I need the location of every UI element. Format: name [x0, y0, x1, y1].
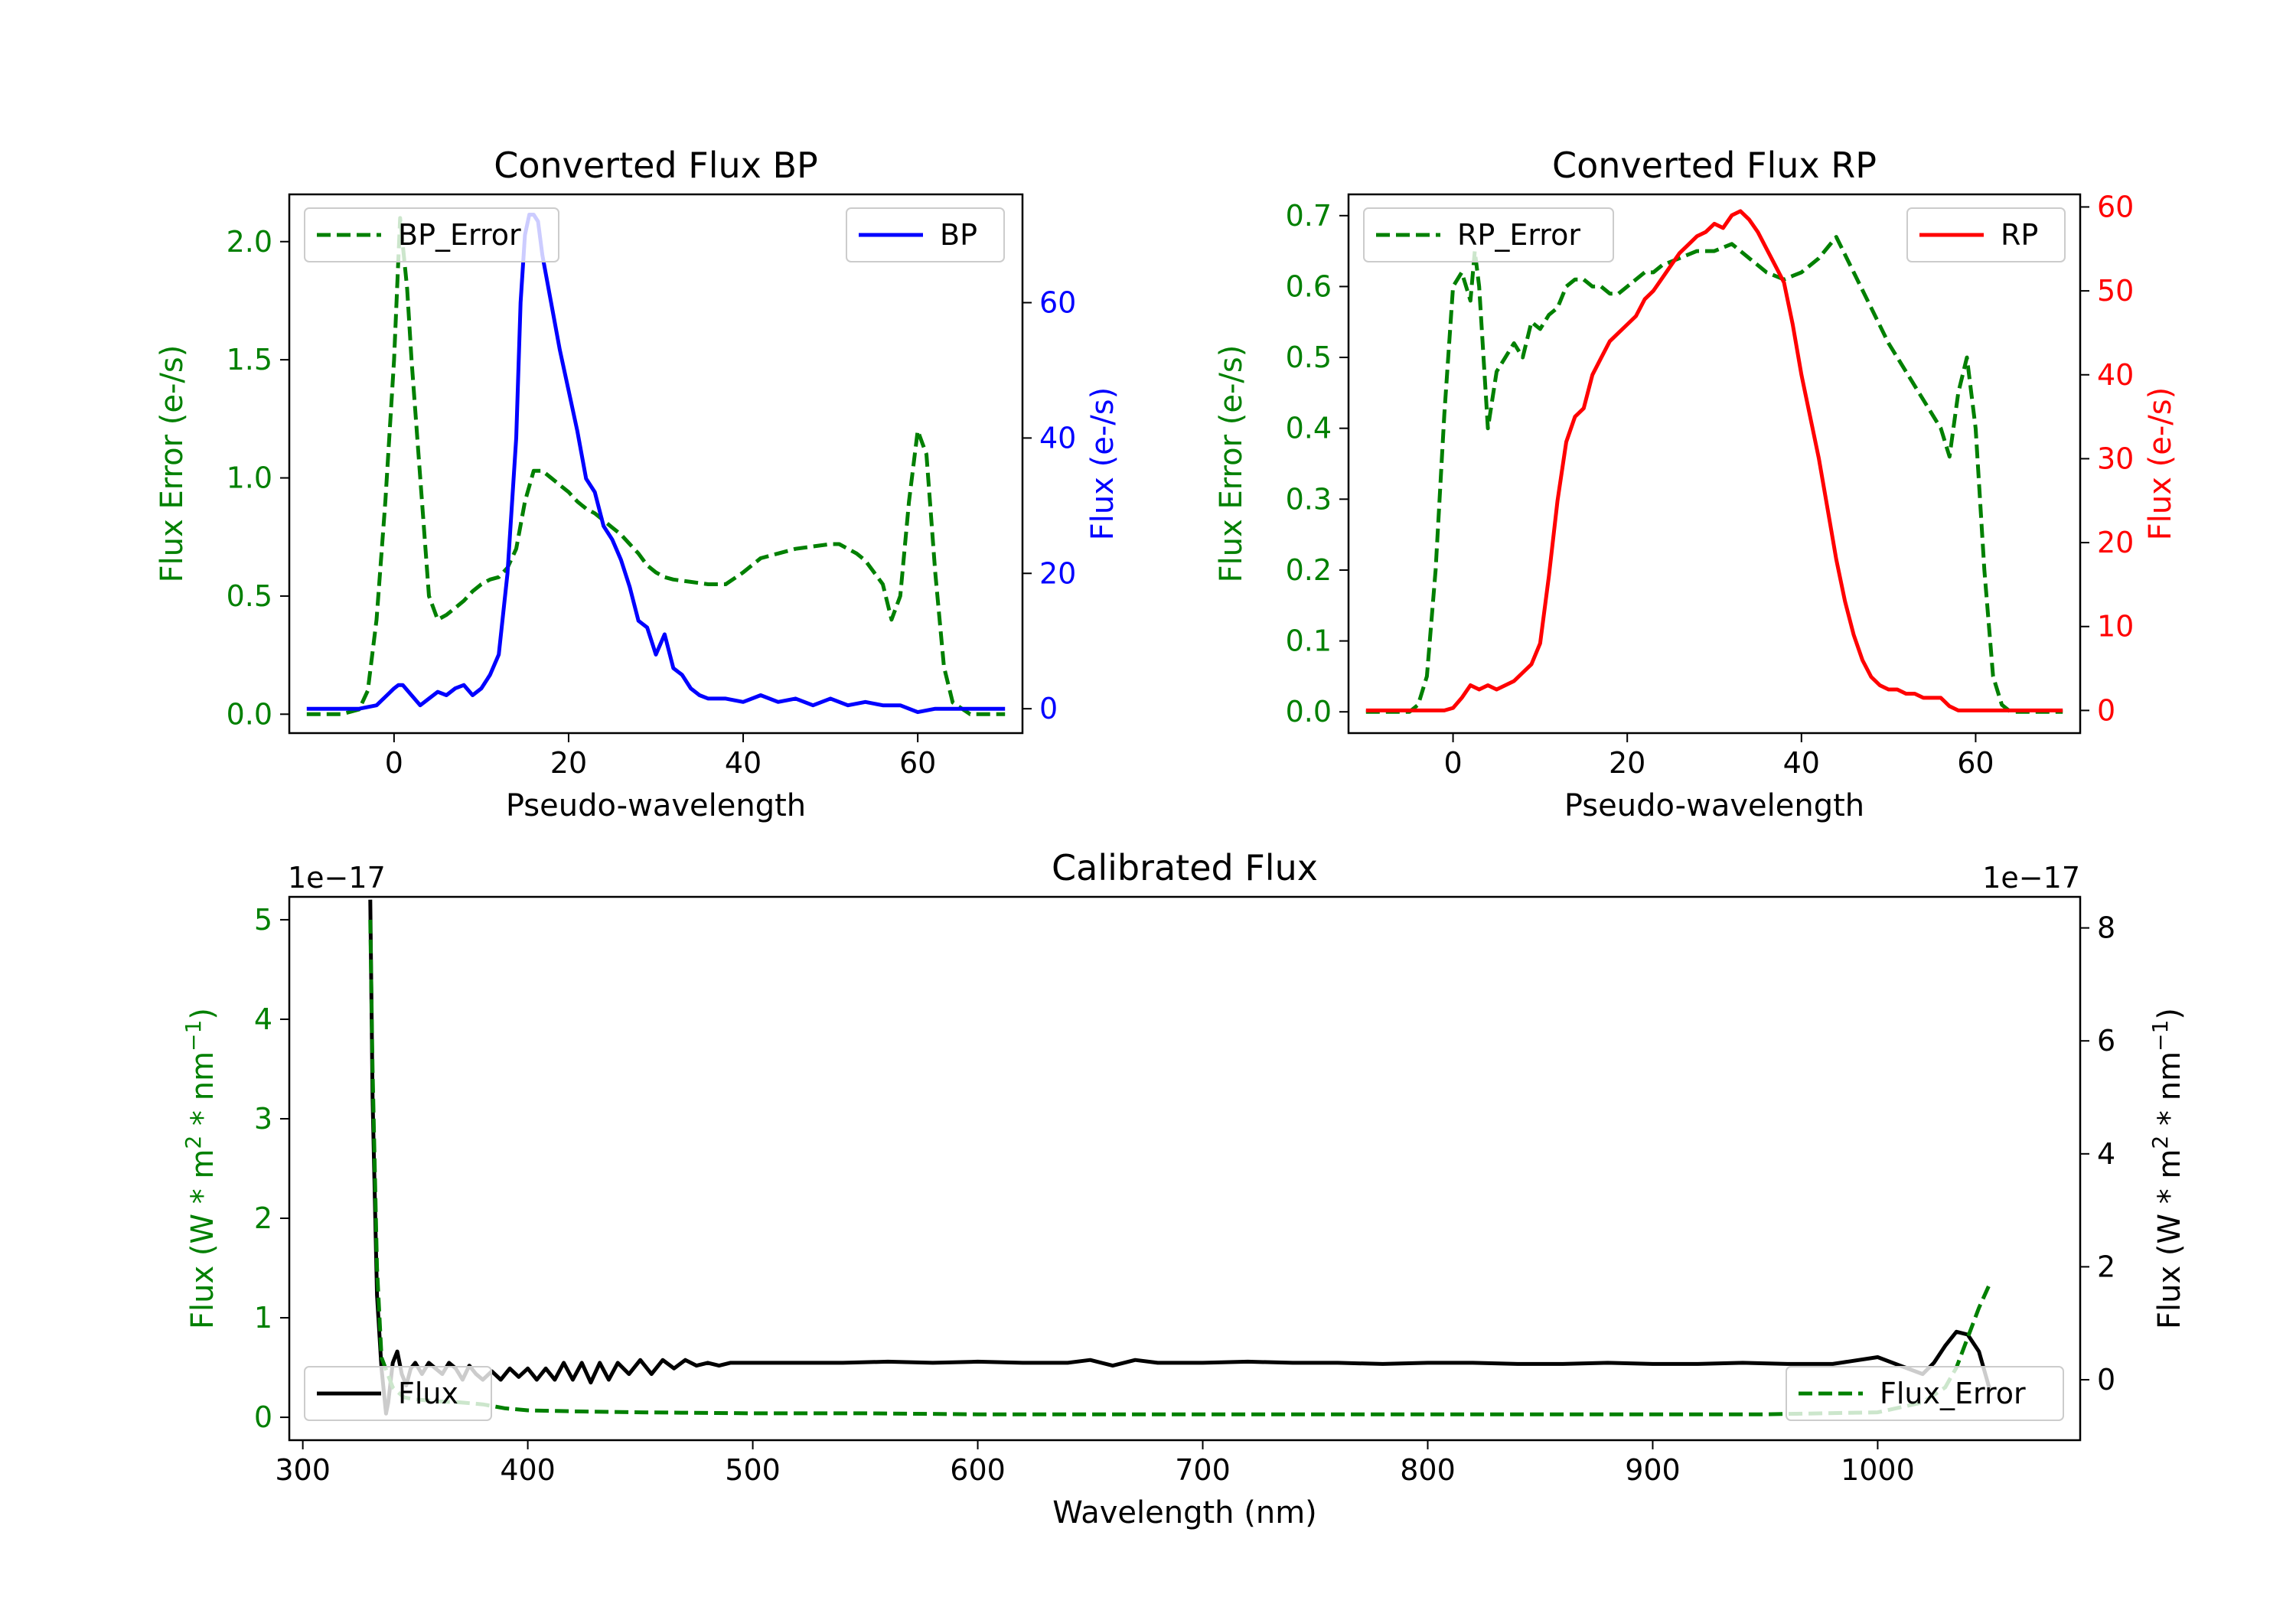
x-tick-label: 400: [500, 1453, 556, 1487]
x-tick-label: 0: [385, 746, 403, 780]
x-tick-label: 20: [550, 746, 587, 780]
x-tick-label: 0: [1443, 746, 1462, 780]
legend-box: [846, 207, 1005, 262]
left-tick-label: 0.0: [227, 697, 272, 731]
x-tick-label: 60: [1957, 746, 1994, 780]
left-tick-label: 0.5: [227, 579, 272, 613]
left-tick-label: 3: [254, 1102, 272, 1136]
right-tick-label: 0: [1039, 692, 1058, 725]
legend-box: [304, 207, 559, 262]
right-tick-label: 20: [2097, 526, 2134, 559]
legend-label: RP: [2001, 218, 2038, 252]
axis-label-part: * nm: [185, 1051, 220, 1136]
x-tick-label: 900: [1625, 1453, 1681, 1487]
x-tick-label: 1000: [1841, 1453, 1915, 1487]
left-tick-label: 0.2: [1286, 553, 1332, 587]
left-tick-label: 0.0: [1286, 695, 1332, 729]
legend-box: [304, 1366, 492, 1421]
x-tick-label: 40: [725, 746, 762, 780]
left-tick-label: 2: [254, 1201, 272, 1235]
plot-frame: [288, 895, 2082, 1442]
chart-title: Converted Flux BP: [494, 145, 818, 186]
bp-chart: Converted Flux BP 0 20 40 60 Pseudo-wavelengt…: [155, 145, 1120, 823]
left-tick-label: 2.0: [227, 225, 272, 259]
left-tick-label: 0.6: [1286, 269, 1332, 303]
left-tick-label: 0.4: [1286, 412, 1332, 445]
right-axis-label: Flux (W * m2 * nm−1): [2148, 1008, 2188, 1329]
x-tick-label: 800: [1400, 1453, 1456, 1487]
right-tick-label: 4: [2097, 1137, 2115, 1171]
right-tick-label: 40: [2097, 358, 2134, 392]
left-tick-label: 0.7: [1286, 199, 1332, 233]
legend-label: Flux: [398, 1377, 458, 1410]
right-tick-label: 8: [2097, 911, 2115, 945]
right-tick-label: 6: [2097, 1024, 2115, 1058]
series-bp-error-line: [306, 216, 1006, 716]
x-axis-label: Pseudo-wavelength: [1564, 788, 1864, 823]
series-bp-line: [306, 213, 1006, 715]
legend-label: BP: [940, 218, 977, 252]
left-tick-label: 0: [254, 1400, 272, 1434]
left-axis-label: Flux (W * m2 * nm−1): [181, 1008, 221, 1329]
left-axis-label: Flux Error (e-/s): [155, 345, 190, 583]
x-tick-label: 300: [275, 1453, 331, 1487]
axis-label-part: 2: [181, 1136, 206, 1149]
legend-label: BP_Error: [398, 218, 521, 252]
right-tick-label: 10: [2097, 610, 2134, 644]
left-tick-label: 1.5: [227, 343, 272, 376]
x-tick-label: 60: [899, 746, 936, 780]
right-tick-label: 40: [1039, 421, 1076, 455]
left-offset-label: 1e−17: [288, 861, 386, 895]
x-axis-label: Pseudo-wavelength: [506, 788, 806, 823]
rp-chart: Converted Flux RP 0 20 40 60 Pseudo-wavelengt…: [1214, 145, 2178, 823]
left-tick-label: 0.5: [1286, 341, 1332, 374]
axis-label-part: 2: [2148, 1136, 2173, 1149]
right-tick-label: 30: [2097, 442, 2134, 475]
chart-title: Calibrated Flux: [1052, 847, 1318, 888]
left-tick-label: 4: [254, 1002, 272, 1036]
left-tick-label: 1: [254, 1301, 272, 1335]
right-offset-label: 1e−17: [1982, 861, 2080, 895]
x-tick-label: 600: [950, 1453, 1006, 1487]
left-tick-label: 5: [254, 903, 272, 937]
series-rp-error-line: [1365, 235, 2063, 714]
x-tick-label: 700: [1175, 1453, 1231, 1487]
left-tick-label: 0.1: [1286, 624, 1332, 658]
axis-label-part: ): [2152, 1008, 2187, 1020]
left-tick-label: 0.3: [1286, 482, 1332, 516]
plot-frame: [1347, 193, 2082, 735]
axis-label-part: * nm: [2152, 1051, 2187, 1136]
right-tick-label: 60: [1039, 286, 1076, 320]
x-tick-label: 40: [1783, 746, 1820, 780]
legend-label: Flux_Error: [1880, 1377, 2026, 1410]
axis-label-part: −1: [181, 1020, 206, 1051]
plot-frame: [288, 193, 1024, 735]
series-rp-line: [1365, 209, 2063, 712]
legend-box: [1363, 207, 1614, 262]
right-tick-label: 0: [2097, 693, 2115, 727]
axis-label-part: Flux (W * m: [2152, 1149, 2187, 1329]
x-axis-label: Wavelength (nm): [1052, 1495, 1317, 1530]
left-tick-label: 1.0: [227, 461, 272, 495]
legend-box: [1786, 1366, 2064, 1421]
x-tick-label: 20: [1609, 746, 1645, 780]
axis-label-part: −1: [2148, 1020, 2173, 1051]
right-tick-label: 60: [2097, 190, 2134, 223]
right-tick-label: 2: [2097, 1250, 2115, 1283]
axis-label-part: Flux (W * m: [185, 1149, 220, 1329]
right-axis-label: Flux (e-/s): [1085, 387, 1120, 540]
right-axis-label: Flux (e-/s): [2143, 387, 2178, 540]
legend-box: [1906, 207, 2066, 262]
chart-title: Converted Flux RP: [1552, 145, 1877, 186]
right-tick-label: 0: [2097, 1363, 2115, 1397]
right-tick-label: 50: [2097, 274, 2134, 308]
axis-label-part: ): [185, 1008, 220, 1020]
x-tick-label: 500: [725, 1453, 781, 1487]
left-axis-label: Flux Error (e-/s): [1214, 345, 1249, 583]
right-tick-label: 20: [1039, 556, 1076, 590]
legend-label: RP_Error: [1457, 218, 1580, 252]
